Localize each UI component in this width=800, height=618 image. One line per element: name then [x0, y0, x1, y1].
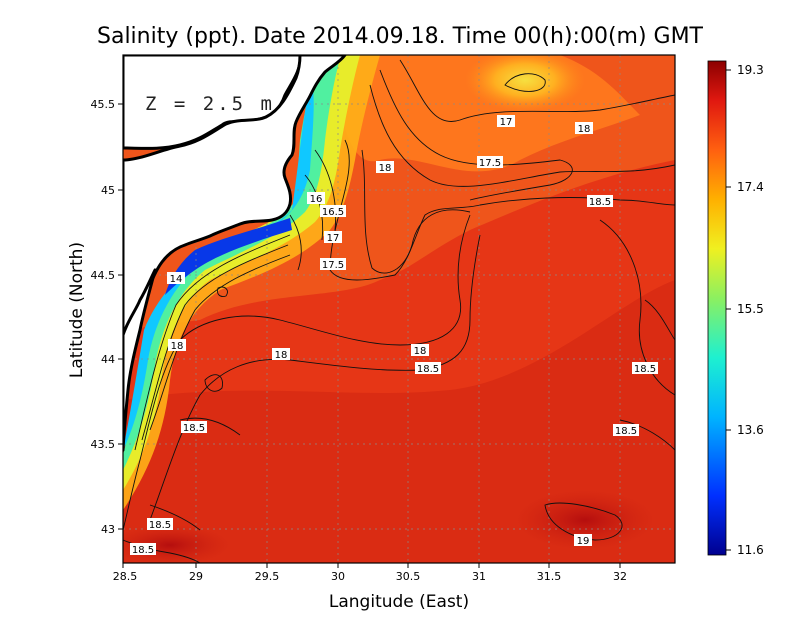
land-mass — [123, 55, 347, 452]
colorbar-tick-label: 19.3 — [737, 63, 764, 77]
x-tick-label: 30 — [331, 570, 345, 583]
x-tick-label: 31 — [472, 570, 486, 583]
contour-label: 18.5 — [183, 423, 205, 434]
x-tick-label: 28.5 — [113, 570, 138, 583]
y-tick-label: 44.5 — [91, 269, 116, 282]
x-tick-label: 29.5 — [255, 570, 280, 583]
plume-blue — [165, 218, 292, 295]
x-axis-title: Langitude (East) — [329, 592, 469, 612]
chart-title: Salinity (ppt). Date 2014.09.18. Time 00… — [97, 24, 704, 49]
contour-label: 18.5 — [634, 364, 656, 375]
y-tick-label: 45 — [101, 184, 115, 197]
contour-label: 14 — [170, 274, 183, 285]
contour-label: 16 — [310, 194, 323, 205]
contour-label: 18 — [275, 350, 288, 361]
contour-label: 17 — [500, 117, 513, 128]
x-tick-label: 29 — [189, 570, 203, 583]
y-tick-label: 45.5 — [91, 98, 116, 111]
contour-label: 18.5 — [615, 426, 637, 437]
contour-label: 18.5 — [149, 520, 171, 531]
contour-label: 17.5 — [322, 260, 344, 271]
sea-dark-blob-sw — [123, 525, 230, 563]
land-south — [123, 268, 157, 452]
colorbar-gradient — [707, 60, 727, 556]
x-tick-label: 30.5 — [396, 570, 421, 583]
contour-label: 18 — [414, 346, 427, 357]
contour-label: 18 — [171, 341, 184, 352]
sea-south-shade — [123, 280, 675, 563]
x-tick-labels: 28.5 29 29.5 30 30.5 31 31.5 32 — [113, 570, 627, 583]
contour-label: 18.5 — [589, 197, 611, 208]
colorbar-tick-label: 17.4 — [737, 180, 764, 194]
colorbar-tick-label: 15.5 — [737, 302, 764, 316]
colorbar-tick-label: 13.6 — [737, 423, 764, 437]
land-coast — [123, 55, 347, 337]
contour-labels: 17 18 17.5 18 18.5 16 16.5 17 17.5 14 18… — [130, 115, 658, 556]
y-tick-labels: 45.5 45 44.5 44 43.5 43 — [91, 98, 116, 536]
y-tick-label: 44 — [101, 353, 115, 366]
y-axis-title: Latitude (North) — [67, 242, 87, 378]
contour-label: 17 — [327, 233, 340, 244]
contour-label: 18 — [578, 124, 591, 135]
y-tick-label: 43.5 — [91, 438, 116, 451]
contour-label: 17.5 — [479, 158, 501, 169]
contour-label: 18.5 — [417, 364, 439, 375]
y-tick-label: 43 — [101, 523, 115, 536]
contour-label: 16.5 — [322, 207, 344, 218]
plume-green — [123, 58, 340, 470]
tick-marks — [118, 103, 621, 568]
sea-fresh-blob — [465, 55, 585, 112]
contour-label: 19 — [577, 536, 590, 547]
colorbar: 19.3 17.4 15.5 13.6 11.6 — [707, 60, 764, 557]
x-tick-label: 31.5 — [537, 570, 562, 583]
colorbar-tick-label: 11.6 — [737, 543, 764, 557]
x-tick-label: 32 — [613, 570, 627, 583]
contour-label: 18.5 — [132, 545, 154, 556]
contour-label: 18 — [379, 163, 392, 174]
plot-frame — [122, 54, 676, 564]
map-plot-area: 17 18 17.5 18 18.5 16 16.5 17 17.5 14 18… — [123, 55, 675, 563]
depth-label: Z = 2.5 m — [145, 93, 275, 115]
